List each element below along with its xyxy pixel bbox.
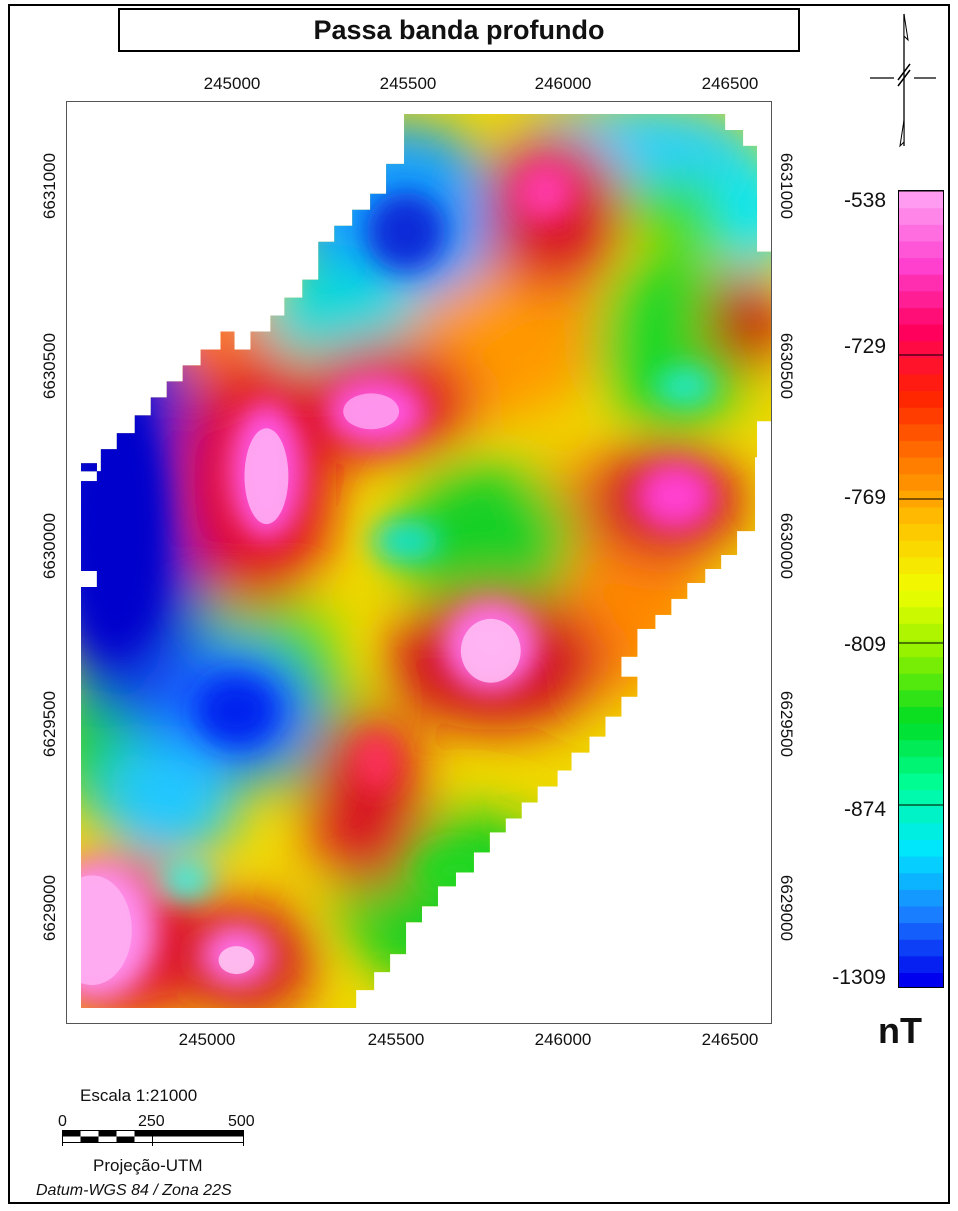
legend-color-step — [899, 905, 943, 924]
legend-color-step — [899, 939, 943, 957]
scale-label-500: 500 — [228, 1113, 255, 1130]
legend-label-5: -874 — [843, 798, 886, 821]
legend-color-step — [899, 889, 943, 907]
easting-tick-bottom-3: 246000 — [534, 1030, 592, 1049]
legend-color-step — [899, 723, 943, 741]
color-scale-bar — [898, 190, 944, 988]
north-arrow-icon — [870, 13, 936, 148]
northing-tick-left-2: 6630500 — [40, 332, 59, 400]
legend-color-step — [899, 972, 943, 987]
legend-color-step — [899, 590, 943, 608]
northing-tick-left-4: 6629500 — [40, 690, 59, 758]
easting-tick-top-1: 245000 — [203, 74, 261, 93]
legend-color-step — [899, 207, 943, 225]
northing-tick-right-3: 6630000 — [777, 512, 796, 580]
legend-color-step — [899, 872, 943, 890]
legend-color-step — [899, 290, 943, 308]
legend-color-step — [899, 506, 943, 525]
legend-unit: nT — [878, 1010, 922, 1051]
datum-label: Datum-WGS 84 / Zona 22S — [36, 1182, 232, 1199]
legend-color-step — [899, 274, 943, 292]
projection-label: Projeção-UTM — [93, 1156, 203, 1175]
legend-color-step — [899, 739, 943, 757]
northing-tick-right-1: 6631000 — [777, 152, 796, 220]
northing-tick-left-5: 6629000 — [40, 874, 59, 942]
scale-label-250: 250 — [138, 1113, 165, 1130]
legend-color-step — [899, 324, 943, 342]
legend-color-step — [899, 856, 943, 874]
easting-tick-bottom-2: 245500 — [367, 1030, 425, 1049]
legend-color-step — [899, 756, 943, 774]
legend-color-step — [899, 340, 943, 358]
legend-color-step — [899, 689, 943, 707]
legend-color-step — [899, 423, 943, 441]
easting-tick-top-3: 246000 — [534, 74, 592, 93]
legend-label-6: -1309 — [832, 966, 886, 989]
legend-color-step — [899, 673, 943, 691]
legend-color-step — [899, 922, 943, 940]
legend-color-step — [899, 224, 943, 242]
legend-color-step — [899, 955, 943, 973]
scale-title: Escala 1:21000 — [80, 1086, 198, 1105]
legend-color-step — [899, 373, 943, 392]
legend-color-step — [899, 822, 943, 840]
legend-color-step — [899, 789, 943, 807]
northing-tick-left-1: 6631000 — [40, 152, 59, 220]
northing-tick-right-5: 6629000 — [777, 874, 796, 942]
legend-color-step — [899, 440, 943, 458]
magnetic-anomaly-map — [80, 113, 771, 1009]
legend-color-step — [899, 540, 943, 558]
legend-color-step — [899, 390, 943, 408]
scale-label-0: 0 — [58, 1113, 67, 1130]
legend-color-step — [899, 556, 943, 574]
legend-color-step — [899, 240, 943, 259]
legend-color-step — [899, 806, 943, 824]
legend-color-step — [899, 523, 943, 541]
legend-color-step — [899, 839, 943, 857]
legend-color-step — [899, 639, 943, 658]
map-title: Passa banda profundo — [118, 8, 800, 52]
map-area — [66, 101, 772, 1024]
legend-label-2: -729 — [843, 335, 886, 358]
legend-label-4: -809 — [843, 633, 886, 656]
legend-color-step — [899, 606, 943, 624]
easting-tick-bottom-4: 246500 — [701, 1030, 759, 1049]
legend-color-step — [899, 772, 943, 791]
legend-color-step — [899, 191, 943, 209]
legend-color-step — [899, 357, 943, 375]
legend-color-step — [899, 656, 943, 674]
legend-color-step — [899, 573, 943, 591]
northing-tick-right-2: 6630500 — [777, 332, 796, 400]
northing-tick-left-3: 6630000 — [40, 512, 59, 580]
map-frame-border — [8, 4, 950, 1204]
legend-color-step — [899, 706, 943, 724]
scale-bar — [62, 1130, 244, 1146]
legend-color-step — [899, 307, 943, 325]
legend-color-step — [899, 623, 943, 641]
easting-tick-bottom-1: 245000 — [178, 1030, 236, 1049]
easting-tick-top-4: 246500 — [701, 74, 759, 93]
easting-tick-top-2: 245500 — [379, 74, 437, 93]
northing-tick-right-4: 6629500 — [777, 690, 796, 758]
legend-color-step — [899, 457, 943, 475]
legend-label-1: -538 — [843, 189, 886, 212]
legend-label-3: -769 — [843, 486, 886, 509]
legend-color-step — [899, 407, 943, 425]
legend-color-step — [899, 257, 943, 275]
legend-color-step — [899, 473, 943, 491]
